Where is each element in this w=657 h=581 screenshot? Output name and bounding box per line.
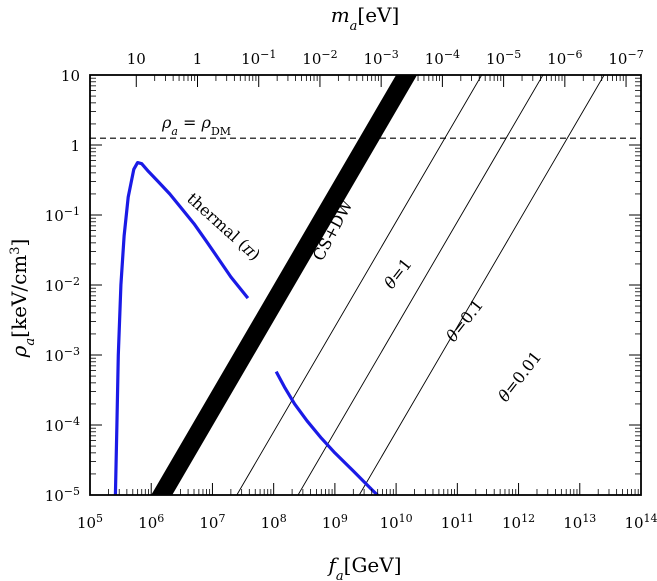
y-tick-label: 10−2 bbox=[45, 275, 80, 296]
top-tick-label: 10−7 bbox=[608, 48, 643, 69]
top-tick-label: 10−2 bbox=[302, 48, 337, 69]
top-tick-label: 10−6 bbox=[547, 48, 582, 69]
theta-line-2 bbox=[358, 75, 605, 495]
plot-content bbox=[90, 75, 641, 495]
series-line-0 bbox=[113, 161, 250, 495]
x-tick-label: 105 bbox=[77, 512, 103, 533]
y-tick-label: 10−1 bbox=[45, 205, 80, 226]
top-tick-label: 10−5 bbox=[486, 48, 521, 69]
series-line-1 bbox=[274, 370, 380, 495]
x-tick-label: 1014 bbox=[624, 512, 657, 533]
axis-ticks bbox=[89, 74, 642, 496]
dm-label: ρa = ρDM bbox=[161, 113, 231, 138]
x-tick-label: 106 bbox=[138, 512, 164, 533]
y-tick-label: 10 bbox=[61, 67, 80, 85]
top-tick-label: 10−4 bbox=[425, 48, 460, 69]
x-tick-label: 107 bbox=[199, 512, 225, 533]
x-tick-label: 1012 bbox=[502, 512, 535, 533]
x-tick-label: 1011 bbox=[441, 512, 474, 533]
top-tick-label: 1 bbox=[193, 50, 203, 68]
y-axis-title: ρa[keV/cm3] bbox=[7, 239, 38, 359]
y-tick-label: 1 bbox=[70, 137, 80, 155]
y-tick-label: 10−3 bbox=[45, 345, 80, 366]
top-tick-label: 10−3 bbox=[364, 48, 399, 69]
cs-dw-band bbox=[151, 75, 418, 495]
top-axis-title: ma[eV] bbox=[331, 3, 400, 34]
theta-line-1 bbox=[297, 75, 544, 495]
theta-label-0: θ=1 bbox=[380, 255, 415, 293]
tick-labels: 105 106 107 108 109 1010 1011 1012 1013 101410−51… bbox=[7, 3, 657, 581]
x-tick-label: 1010 bbox=[380, 512, 413, 533]
top-tick-label: 10 bbox=[127, 50, 146, 68]
x-tick-label: 109 bbox=[322, 512, 348, 533]
x-axis-title: fa[GeV] bbox=[326, 553, 401, 581]
theta-label-2: θ=0.01 bbox=[494, 348, 545, 406]
theta-line-0 bbox=[236, 75, 483, 495]
theta-label-1: θ=0.1 bbox=[442, 296, 487, 346]
x-tick-label: 1013 bbox=[563, 512, 596, 533]
top-tick-label: 10−1 bbox=[241, 48, 276, 69]
y-tick-label: 10−5 bbox=[45, 485, 80, 506]
x-tick-label: 108 bbox=[261, 512, 287, 533]
y-tick-label: 10−4 bbox=[45, 415, 80, 436]
